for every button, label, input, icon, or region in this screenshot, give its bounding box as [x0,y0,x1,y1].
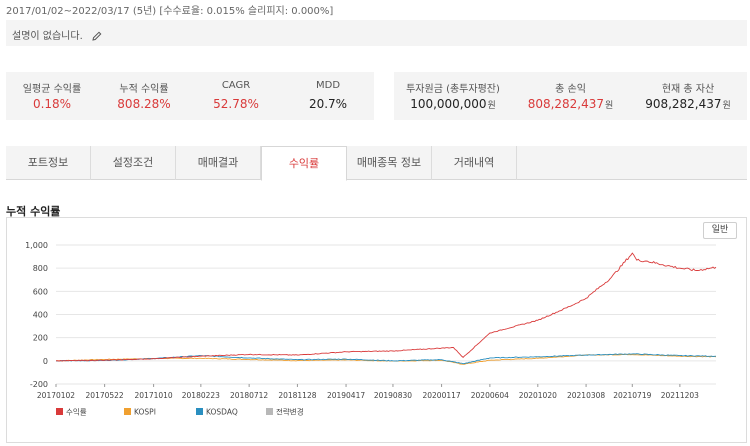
stat-label: CAGR [221,80,251,91]
stat-daily-avg-return: 일평균 수익률 0.18% [6,72,98,120]
return-stats-panel: 일평균 수익률 0.18% 누적 수익률 808.28% CAGR 52.78%… [6,72,374,120]
stat-unit: 원 [487,101,496,111]
stat-total-assets: 현재 총 자산 908,282,437원 [629,72,747,120]
stat-label: MDD [315,80,341,91]
tab-stock-info[interactable]: 매매종목 정보 [347,146,432,180]
stat-label: 현재 총 자산 [661,84,715,95]
stat-principal: 투자원금 (총투자평잔) 100,000,000원 [394,72,512,120]
stat-label: 총 손익 [555,84,586,95]
description-box: 설명이 없습니다. [6,20,747,46]
stat-value: 808.28% [117,97,171,111]
stat-value: 0.18% [32,97,72,111]
stat-value: 100,000,000원 [394,97,512,111]
description-text: 설명이 없습니다. [12,31,83,42]
pencil-icon[interactable] [92,31,102,44]
chart-container [6,217,747,443]
tab-trade-history[interactable]: 거래내역 [432,146,517,180]
stat-value: 908,282,437원 [629,97,747,111]
stat-number: 808,282,437 [527,97,605,111]
chart-mode-button[interactable]: 일반 [703,222,737,239]
tab-settings[interactable]: 설정조건 [91,146,176,180]
stat-label: 투자원금 (총투자평잔) [406,84,500,95]
stat-unit: 원 [605,101,614,111]
stat-cumulative-return: 누적 수익률 808.28% [98,72,190,120]
stat-cagr: CAGR 52.78% [190,72,282,120]
tab-portfolio-info[interactable]: 포트정보 [6,146,91,180]
stat-total-pnl: 총 손익 808,282,437원 [512,72,629,120]
asset-stats-panel: 투자원금 (총투자평잔) 100,000,000원 총 손익 808,282,4… [394,72,747,120]
stat-value: 808,282,437원 [512,97,629,111]
stat-value: 20.7% [308,97,348,111]
stat-label: 누적 수익률 [119,84,169,95]
stat-label: 일평균 수익률 [22,84,82,95]
tab-returns[interactable]: 수익률 [261,146,347,181]
stat-number: 100,000,000 [410,97,487,111]
chart-title: 누적 수익률 [6,205,61,218]
stat-mdd: MDD 20.7% [282,72,374,120]
stat-unit: 원 [722,101,731,111]
stat-number: 908,282,437 [645,97,722,111]
stat-value: 52.78% [213,97,259,111]
tab-trade-results[interactable]: 매매결과 [176,146,261,180]
result-tabs: 포트정보 설정조건 매매결과 수익률 매매종목 정보 거래내역 [6,146,747,181]
backtest-period: 2017/01/02~2022/03/17 (5년) [수수료율: 0.015%… [6,6,334,17]
